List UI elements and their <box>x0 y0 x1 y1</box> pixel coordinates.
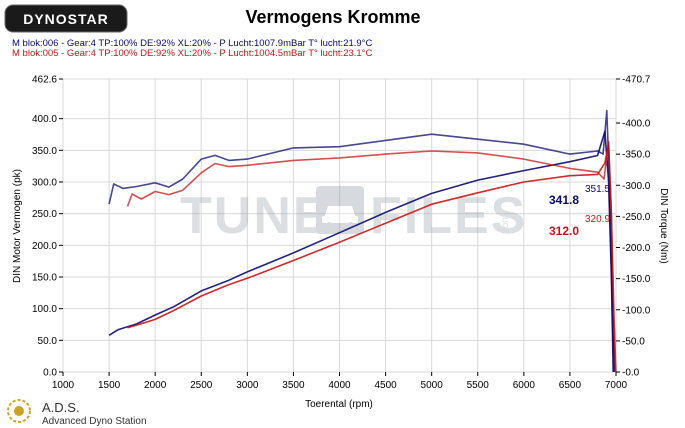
y-right-tick-label: -470.7 <box>622 75 651 86</box>
ads-brand: A.D.S. <box>42 400 80 415</box>
x-tick-label: 3000 <box>236 380 259 391</box>
y-right-tick-label: -50.0 <box>622 336 645 347</box>
x-tick-label: 4500 <box>374 380 397 391</box>
x-tick-label: 2500 <box>190 380 213 391</box>
tunefiles-watermark: TUNE FILES .com <box>180 186 527 245</box>
y-left-tick-label: 462.6 <box>32 75 57 86</box>
car-icon <box>316 186 364 234</box>
y-right-tick-label: -200.0 <box>622 243 651 254</box>
series-line-1 <box>108 130 614 373</box>
y-left-tick-label: 250.0 <box>32 209 57 220</box>
run-line-2: M blok:005 - Gear:4 TP:100% DE:92% XL:20… <box>12 48 372 59</box>
y-right-tick-label: -100.0 <box>622 305 651 316</box>
y-right-tick-label: -250.0 <box>622 212 651 223</box>
y-left-ticks: 0.0 50.0 100.0 150.0 200.0 250.0 300.0 350.0 400… <box>32 75 63 379</box>
y-left-tick-label: 100.0 <box>32 304 57 315</box>
y-right-tick-label: -150.0 <box>622 274 651 285</box>
x-tick-label: 2000 <box>144 380 167 391</box>
annotations: 341.8 312.0 351.5 320.9 <box>549 184 610 238</box>
y-right-tick-label: -0.0 <box>622 368 640 379</box>
ads-logo <box>7 399 31 423</box>
x-axis-label: Toerental (rpm) <box>305 399 373 410</box>
y-right-axis-label: DIN Torque (Nm) <box>658 188 669 263</box>
x-tick-label: 6000 <box>513 380 536 391</box>
plot-area: TUNE FILES .com 341.8 312.0 351.5 320.9 <box>62 78 617 373</box>
y-right-tick-label: -400.0 <box>622 119 651 130</box>
watermark-com: .com <box>500 214 511 236</box>
y-right-tick-label: -350.0 <box>622 150 651 161</box>
x-tick-label: 3500 <box>282 380 305 391</box>
x-tick-label: 1000 <box>52 380 75 391</box>
series-line-4 <box>126 140 617 373</box>
x-tick-label: 5500 <box>467 380 490 391</box>
x-tick-label: 7000 <box>605 380 628 391</box>
chart-title: Vermogens Kromme <box>245 7 420 27</box>
value-label-3: 351.5 <box>585 184 610 195</box>
series-layer <box>108 109 617 373</box>
y-left-tick-label: 350.0 <box>32 146 57 157</box>
watermark-files: FILES <box>370 187 527 245</box>
x-tick-label: 1500 <box>98 380 121 391</box>
series-line-3 <box>108 109 615 373</box>
y-right-tick-label: -300.0 <box>622 181 651 192</box>
y-left-tick-label: 200.0 <box>32 241 57 252</box>
y-left-tick-label: 50.0 <box>38 336 58 347</box>
logo-text: DYNOSTAR <box>23 11 109 27</box>
y-right-ticks: -0.0 -50.0 -100.0 -150.0 -200.0 -250.0 -300.0 -… <box>616 75 651 379</box>
value-label-2: 312.0 <box>549 224 579 238</box>
y-left-tick-label: 300.0 <box>32 177 57 188</box>
y-left-tick-label: 400.0 <box>32 114 57 125</box>
y-left-axis-label: DIN Motor Vermogen (pk) <box>12 169 23 283</box>
watermark-tune: TUNE <box>180 187 330 245</box>
x-axis-ticks: 1000 1500 2000 2500 3000 3500 4000 4500 5000 5500… <box>52 372 628 391</box>
run-line-1: M blok:006 - Gear:4 TP:100% DE:92% XL:20… <box>12 38 372 49</box>
y-left-tick-label: 150.0 <box>32 272 57 283</box>
value-label-1: 341.8 <box>549 193 579 207</box>
value-label-4: 320.9 <box>585 214 610 225</box>
x-tick-label: 4000 <box>328 380 351 391</box>
dynostar-logo: DYNOSTAR <box>4 4 128 33</box>
x-tick-label: 5000 <box>421 380 444 391</box>
ads-subtitle: Advanced Dyno Station <box>42 416 147 427</box>
y-left-tick-label: 0.0 <box>43 368 57 379</box>
x-tick-label: 6500 <box>559 380 582 391</box>
grid <box>62 78 617 373</box>
